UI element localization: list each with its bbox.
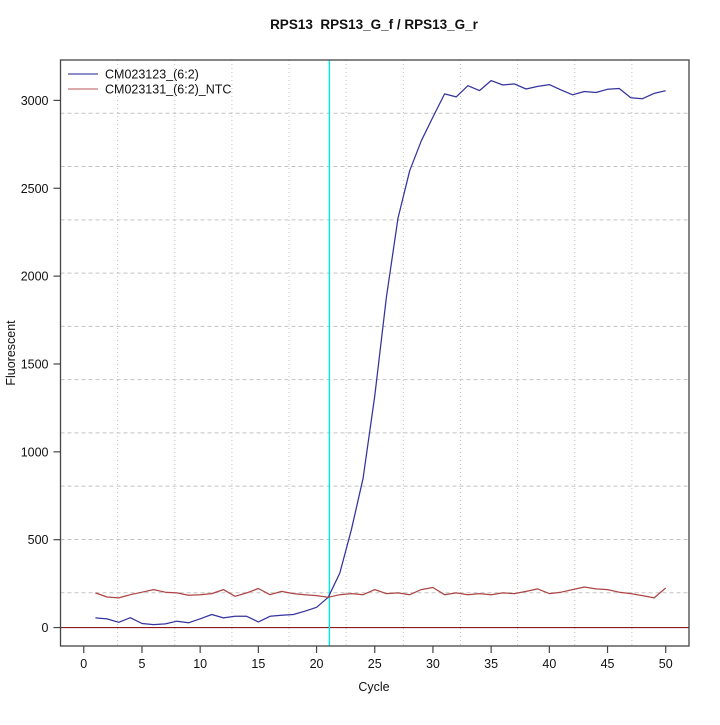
y-tick-label: 3000	[21, 94, 49, 108]
y-tick-label: 2500	[21, 182, 49, 196]
x-tick-label: 15	[251, 657, 265, 671]
x-tick-label: 25	[368, 657, 382, 671]
chart-title: RPS13 RPS13_G_f / RPS13_G_r	[270, 17, 479, 32]
legend-label-ntc: CM023131_(6:2)_NTC	[105, 83, 231, 97]
x-tick-label: 30	[426, 657, 440, 671]
x-tick-label: 10	[193, 657, 207, 671]
x-tick-label: 0	[80, 657, 87, 671]
x-tick-label: 45	[601, 657, 615, 671]
y-tick-label: 2000	[21, 270, 49, 284]
y-tick-label: 0	[42, 621, 49, 635]
series-line-ntc	[95, 586, 667, 599]
y-tick-label: 500	[28, 533, 49, 547]
x-tick-label: 50	[659, 657, 673, 671]
x-axis-label: Cycle	[358, 680, 389, 694]
y-tick-label: 1000	[21, 445, 49, 459]
x-tick-label: 5	[138, 657, 145, 671]
x-tick-label: 20	[310, 657, 324, 671]
plot-border	[59, 59, 690, 647]
legend-label-sample: CM023123_(6:2)	[105, 68, 199, 82]
x-tick-label: 40	[542, 657, 556, 671]
y-axis-label: Fluorescent	[4, 320, 18, 386]
series-line-sample	[95, 79, 666, 626]
plot-area: 0 5 10 15 20 25 30 35 40 45 5005001000150020002500…	[21, 59, 690, 671]
y-tick-label: 1500	[21, 357, 49, 371]
x-tick-label: 35	[484, 657, 498, 671]
